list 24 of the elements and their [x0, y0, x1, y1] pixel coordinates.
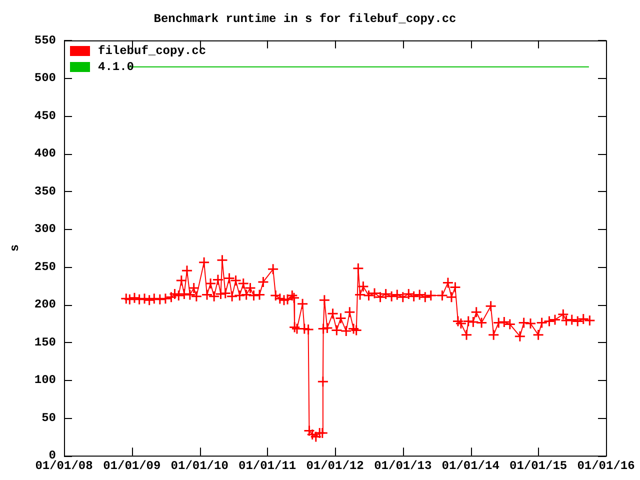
- x-tick-label: 01/01/14: [442, 458, 500, 473]
- y-tick-label: 400: [34, 146, 56, 161]
- y-axis-title: s: [8, 244, 22, 252]
- y-tick-label: 550: [34, 33, 56, 48]
- legend-label: filebuf_copy.cc: [98, 44, 206, 58]
- x-tick-label: 01/01/12: [306, 458, 364, 473]
- y-tick-label: 250: [34, 260, 56, 274]
- x-tick-label: 01/01/08: [35, 458, 93, 473]
- legend-label: 4.1.0: [98, 60, 136, 74]
- y-tick-label: 450: [34, 108, 56, 123]
- y-tick-label: 300: [34, 222, 56, 236]
- y-tick-label: 150: [34, 335, 56, 350]
- x-tick-label: 01/01/13: [374, 458, 432, 473]
- x-tick-label: 01/01/11: [238, 458, 296, 473]
- chart-title: Benchmark runtime in s for filebuf_copy.cc: [154, 12, 456, 26]
- x-tick-label: 01/01/10: [170, 458, 228, 473]
- x-tick-label: 01/01/09: [103, 458, 161, 473]
- y-tick-label: 50: [42, 410, 56, 425]
- x-tick-label: 01/01/16: [577, 458, 635, 473]
- y-tick-label: 350: [34, 184, 56, 198]
- x-tick-label: 01/01/15: [509, 458, 568, 473]
- y-tick-label: 200: [34, 298, 56, 312]
- y-tick-label: 500: [34, 71, 56, 86]
- y-tick-label: 100: [34, 373, 56, 388]
